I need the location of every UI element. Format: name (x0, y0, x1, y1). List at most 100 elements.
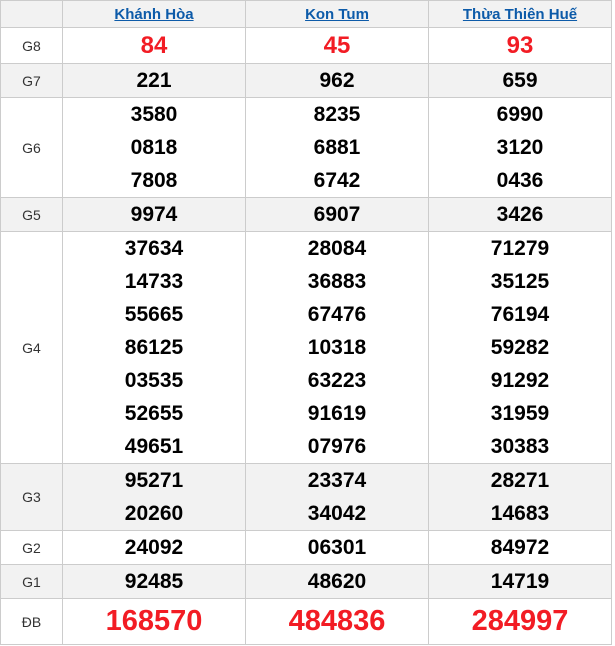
result-number: 28084 (307, 237, 367, 260)
prize-label: G5 (0, 197, 63, 232)
result-number: 6881 (313, 136, 361, 159)
province-link-kon-tum[interactable]: Kon Tum (305, 5, 369, 23)
result-cell: 28084 36883 67476 10318 63223 91619 07976 (245, 231, 429, 464)
result-number: 92485 (124, 570, 184, 593)
result-number: 31959 (490, 402, 550, 425)
result-number: 23374 (307, 469, 367, 492)
result-number: 76194 (490, 303, 550, 326)
result-number: 28271 (490, 469, 550, 492)
prize-row-G6: G6 3580 0818 7808 8235 6881 6742 6990 3120 0436 (0, 97, 612, 198)
result-number: 07976 (307, 435, 367, 458)
prize-label: G1 (0, 564, 63, 599)
result-number: 67476 (307, 303, 367, 326)
result-number: 6742 (313, 169, 361, 192)
result-cell: 3426 (428, 197, 612, 232)
result-cell: 9974 (62, 197, 246, 232)
prize-row-G4: G4 37634 14733 55665 86125 03535 52655 49651 280… (0, 231, 612, 464)
result-number: 71279 (490, 237, 550, 260)
result-number: 14733 (124, 270, 184, 293)
result-number: 6990 (496, 103, 544, 126)
result-cell: 962 (245, 63, 429, 98)
column-header-cell: Thừa Thiên Huế (428, 0, 612, 28)
result-cell: 6907 (245, 197, 429, 232)
result-number: 9974 (130, 203, 178, 226)
result-number: 48620 (307, 570, 367, 593)
province-link-thua-thien-hue[interactable]: Thừa Thiên Huế (462, 5, 578, 23)
result-number: 91292 (490, 369, 550, 392)
result-cell: 14719 (428, 564, 612, 599)
result-cell: 95271 20260 (62, 463, 246, 531)
result-number: 7808 (130, 169, 178, 192)
prize-label: ĐB (0, 598, 63, 645)
result-cell: 6990 3120 0436 (428, 97, 612, 198)
prize-label: G3 (0, 463, 63, 531)
corner-cell (0, 0, 63, 28)
result-cell: 484836 (245, 598, 429, 645)
result-number: 10318 (307, 336, 367, 359)
result-number: 0818 (130, 136, 178, 159)
result-number: 36883 (307, 270, 367, 293)
column-header-cell: Kon Tum (245, 0, 429, 28)
result-cell: 45 (245, 27, 429, 64)
result-number: 59282 (490, 336, 550, 359)
result-number: 45 (323, 32, 351, 59)
result-cell: 84972 (428, 530, 612, 565)
header-row: Khánh Hòa Kon Tum Thừa Thiên Huế (0, 0, 612, 28)
prize-label: G8 (0, 27, 63, 64)
result-number: 168570 (105, 605, 203, 637)
prize-row-G7: G7 221 962 659 (0, 63, 612, 98)
result-number: 55665 (124, 303, 184, 326)
prize-label: G6 (0, 97, 63, 198)
result-number: 3580 (130, 103, 178, 126)
result-cell: 84 (62, 27, 246, 64)
result-cell: 659 (428, 63, 612, 98)
prize-row-G2: G2 24092 06301 84972 (0, 530, 612, 565)
result-cell: 92485 (62, 564, 246, 599)
result-number: 8235 (313, 103, 361, 126)
result-number: 221 (136, 69, 172, 92)
result-number: 91619 (307, 402, 367, 425)
result-number: 63223 (307, 369, 367, 392)
prize-row-G5: G5 9974 6907 3426 (0, 197, 612, 232)
result-cell: 8235 6881 6742 (245, 97, 429, 198)
result-number: 93 (506, 32, 534, 59)
result-number: 30383 (490, 435, 550, 458)
result-number: 962 (319, 69, 355, 92)
result-number: 35125 (490, 270, 550, 293)
result-cell: 3580 0818 7808 (62, 97, 246, 198)
result-cell: 71279 35125 76194 59282 91292 31959 30383 (428, 231, 612, 464)
result-cell: 28271 14683 (428, 463, 612, 531)
prize-label: G4 (0, 231, 63, 464)
column-header-cell: Khánh Hòa (62, 0, 246, 28)
result-cell: 93 (428, 27, 612, 64)
result-number: 3426 (496, 203, 544, 226)
prize-label: G7 (0, 63, 63, 98)
result-number: 49651 (124, 435, 184, 458)
result-cell: 284997 (428, 598, 612, 645)
result-number: 24092 (124, 536, 184, 559)
result-number: 34042 (307, 502, 367, 525)
result-number: 3120 (496, 136, 544, 159)
results-body: G8 84 45 93 G7 221 962 659 G6 3580 0818 7808 8235 688… (0, 27, 612, 645)
province-link-khanh-hoa[interactable]: Khánh Hòa (114, 5, 194, 23)
result-number: 284997 (471, 605, 569, 637)
result-number: 14719 (490, 570, 550, 593)
result-number: 37634 (124, 237, 184, 260)
result-number: 20260 (124, 502, 184, 525)
result-cell: 221 (62, 63, 246, 98)
prize-row-G8: G8 84 45 93 (0, 27, 612, 64)
result-cell: 48620 (245, 564, 429, 599)
result-cell: 37634 14733 55665 86125 03535 52655 49651 (62, 231, 246, 464)
result-number: 03535 (124, 369, 184, 392)
result-number: 84972 (490, 536, 550, 559)
prize-row-ĐB: ĐB 168570 484836 284997 (0, 598, 612, 645)
result-number: 52655 (124, 402, 184, 425)
result-number: 6907 (313, 203, 361, 226)
prize-row-G1: G1 92485 48620 14719 (0, 564, 612, 599)
prize-row-G3: G3 95271 20260 23374 34042 28271 14683 (0, 463, 612, 531)
result-number: 06301 (307, 536, 367, 559)
result-number: 86125 (124, 336, 184, 359)
result-cell: 24092 (62, 530, 246, 565)
result-cell: 23374 34042 (245, 463, 429, 531)
